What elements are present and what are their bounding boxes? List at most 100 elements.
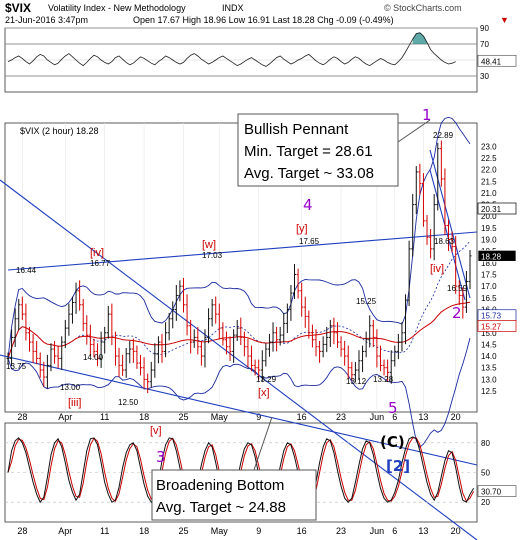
annotation: 13.00 [60, 383, 81, 392]
stochastic-line [7, 436, 475, 504]
macd-x-tick-label: 13 [418, 526, 428, 536]
price-tick-label: 21.5 [481, 177, 497, 186]
broadening-bottom-callout [151, 469, 317, 521]
price-tick-label: 12.5 [481, 387, 497, 396]
price-value-label: 15.27 [481, 322, 502, 331]
mid-band [7, 240, 471, 359]
annotation: 5 [388, 399, 398, 417]
price-tick-label: 20.0 [481, 212, 497, 221]
price-tick-label: 22.0 [481, 166, 497, 175]
down-arrow-icon: ▼ [500, 15, 509, 25]
symbol: $VIX [5, 1, 31, 15]
callout-line: Broadening Bottom [156, 477, 284, 494]
macd-x-tick-label: 11 [100, 526, 109, 536]
macd-x-tick-label: 28 [17, 526, 27, 536]
annotation: 15.25 [356, 297, 377, 306]
macd-tick-label: 80 [481, 439, 490, 448]
x-tick-label: 28 [17, 412, 27, 422]
pennant-lower-trendline [7, 231, 478, 271]
callout-line: Min. Target = 28.61 [244, 143, 373, 160]
pennant-upper-trendline [429, 149, 471, 299]
broadening-upper-trendline [0, 179, 478, 540]
macd-x-tick-label: Jun [370, 526, 385, 536]
quote-line: Open 17.67 High 18.96 Low 16.91 Last 18.… [133, 15, 394, 25]
x-tick-label: 20 [451, 412, 461, 422]
annotation: 13.29 [256, 375, 277, 384]
x-tick-label: 25 [178, 412, 188, 422]
macd-x-tick-label: 9 [256, 526, 261, 536]
price-tick-label: 13.0 [481, 375, 497, 384]
annotation: [v] [150, 425, 162, 437]
x-tick-label: 23 [336, 412, 346, 422]
macd-x-tick-label: 16 [297, 526, 307, 536]
annotation: 22.89 [433, 131, 454, 140]
rsi-tick-label: 30 [480, 72, 489, 81]
macd-tick-label: 20 [481, 498, 490, 507]
annotation: 16.59 [447, 284, 468, 293]
annotation: 4 [303, 196, 313, 214]
annotation: [y] [296, 223, 308, 235]
instrument-name: Volatility Index - New Methodology [48, 3, 186, 13]
annotation: [iv] [430, 263, 444, 275]
annotation: [iii] [68, 397, 81, 409]
annotation: 2 [452, 304, 462, 322]
annotation: [w] [202, 239, 216, 251]
price-tick-label: 19.5 [481, 224, 497, 233]
price-tick-label: 16.5 [481, 294, 497, 303]
annotation: 14.00 [83, 353, 104, 362]
moving-average [7, 301, 471, 359]
macd-x-tick-label: 6 [392, 526, 397, 536]
callout-pointer [397, 119, 431, 143]
annotation: [x] [258, 387, 270, 399]
annotation: [iv] [90, 247, 104, 259]
price-tick-label: 17.5 [481, 270, 497, 279]
rsi-current-value: 48.41 [481, 57, 502, 66]
price-tick-label: 14.5 [481, 340, 497, 349]
price-value-box [477, 320, 517, 332]
price-tick-label: 22.5 [481, 154, 497, 163]
annotation: 12.50 [118, 398, 139, 407]
wave-trendline [429, 169, 466, 301]
annotation: 13.28 [373, 375, 394, 384]
price-layer: 12.513.013.514.014.515.015.516.016.517.0… [0, 116, 517, 540]
x-tick-label: 9 [256, 412, 261, 422]
annotation: 3 [156, 448, 166, 466]
price-tick-label: 14.0 [481, 352, 497, 361]
macd-value-box [477, 485, 517, 497]
macd-x-tick-label: May [211, 526, 229, 536]
bullish-pennant-callout [237, 113, 399, 187]
price-tick-label: 15.0 [481, 329, 497, 338]
x-tick-label: Apr [58, 412, 72, 422]
rsi-line [7, 32, 456, 67]
price-value-label: 15.73 [481, 312, 502, 321]
price-value-box [477, 202, 517, 215]
upper-band [7, 116, 471, 359]
price-tick-label: 21.0 [481, 189, 497, 198]
x-tick-label: 13 [418, 412, 428, 422]
price-value-box [477, 249, 517, 262]
callout-line: Avg. Target ~ 24.88 [156, 499, 286, 516]
price-value-label: 18.28 [481, 252, 502, 261]
callout-line: Avg. Target ~ 33.08 [244, 165, 374, 182]
x-tick-label: 16 [297, 412, 307, 422]
rsi-tick-label: 90 [480, 24, 489, 33]
price-tick-label: 17.0 [481, 282, 497, 291]
date-time: 21-Jun-2016 3:47pm [5, 15, 88, 25]
x-tick-label: May [211, 412, 229, 422]
x-tick-label: Jun [370, 412, 385, 422]
callout-pointer [253, 416, 273, 471]
rsi-layer: 3050709048.41 [5, 24, 517, 81]
annotation: 17.03 [202, 251, 223, 260]
macd-x-tick-label: 20 [451, 526, 461, 536]
x-tick-label: 6 [392, 412, 397, 422]
broadening-lower-trendline [0, 354, 478, 466]
annotation: 16.44 [16, 266, 37, 275]
macd-x-tick-label: Apr [58, 526, 72, 536]
annotation: 13.12 [346, 377, 367, 386]
annotation: 18.63 [434, 237, 455, 246]
chart-title: $VIX (2 hour) 18.28 [20, 126, 99, 136]
exchange: INDX [222, 3, 244, 13]
x-tick-label: 11 [100, 412, 109, 422]
price-value-label: 20.31 [481, 205, 502, 214]
